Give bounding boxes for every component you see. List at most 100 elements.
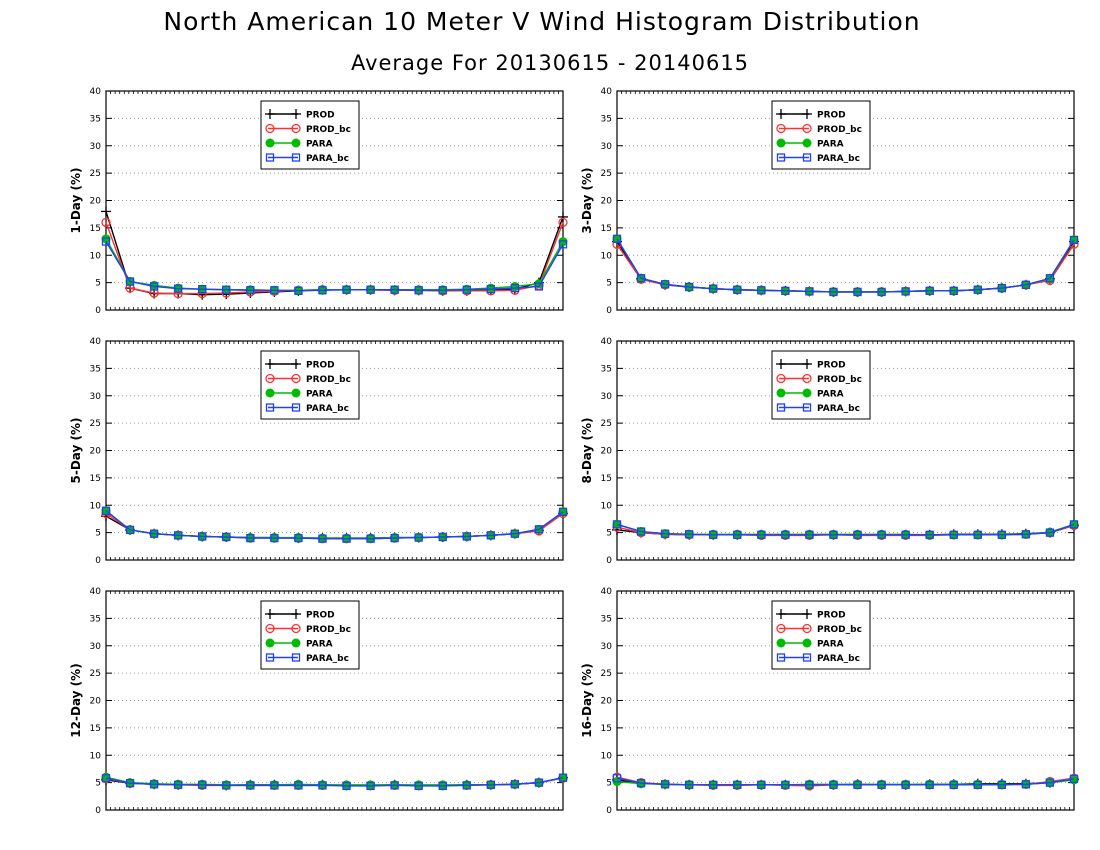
data-point-PARA_bc-4 bbox=[174, 780, 183, 789]
y-tick-label-35: 35 bbox=[601, 114, 612, 124]
legend-marker-right bbox=[291, 403, 301, 412]
data-point-PARA_bc-16 bbox=[973, 285, 982, 294]
data-point-PARA_bc-12 bbox=[877, 780, 886, 789]
legend: PROD PROD_bc PARA PARA_bc bbox=[260, 350, 360, 420]
y-tick-label-25: 25 bbox=[601, 669, 612, 679]
series-PROD_bc bbox=[612, 772, 1079, 791]
data-point-PARA_bc-7 bbox=[757, 286, 766, 295]
legend-marker-right bbox=[291, 638, 301, 648]
data-point-PARA_bc-10 bbox=[829, 530, 838, 539]
legend-marker-right bbox=[802, 153, 812, 162]
legend-label: PROD bbox=[306, 111, 335, 121]
series-PARA_bc bbox=[101, 773, 568, 791]
y-tick-label-0: 0 bbox=[95, 306, 101, 316]
y-tick-label-40: 40 bbox=[90, 337, 102, 347]
legend-label: PARA bbox=[817, 140, 844, 150]
legend-entry-PROD: PROD bbox=[776, 609, 846, 621]
data-point-PARA_bc-2 bbox=[636, 527, 646, 536]
data-point-PARA_bc-8 bbox=[270, 286, 279, 295]
data-point-PARA_bc-17 bbox=[997, 780, 1006, 789]
data-point-PARA_bc-4 bbox=[685, 780, 694, 789]
legend-entry-PARA: PARA bbox=[265, 388, 333, 400]
legend-marker-right bbox=[802, 388, 812, 398]
legend-label: PARA bbox=[306, 390, 333, 400]
data-point-PARA_bc-6 bbox=[222, 532, 231, 542]
y-tick-label-10: 10 bbox=[90, 501, 102, 511]
series-PROD bbox=[612, 520, 1079, 540]
data-point-PARA_bc-18 bbox=[1021, 280, 1031, 289]
data-point-PARA_bc-13 bbox=[901, 530, 910, 539]
chart-panel-1: 0 5 10 15 20 25 30 35 40 1-Day (%) PROD PROD_bc PARA… bbox=[69, 87, 568, 316]
y-tick-label-15: 15 bbox=[90, 724, 101, 734]
data-point-PARA_bc-7 bbox=[757, 780, 766, 789]
data-point-PARA_bc-11 bbox=[342, 534, 351, 543]
y-tick-label-5: 5 bbox=[606, 529, 612, 539]
data-point-PARA_bc-20 bbox=[1069, 235, 1079, 245]
legend-entry-PARA: PARA bbox=[265, 138, 333, 150]
legend-marker-left bbox=[265, 138, 275, 148]
legend-label: PARA_bc bbox=[817, 654, 860, 664]
data-point-PARA_bc-3 bbox=[660, 280, 670, 289]
legend-entry-PROD_bc: PROD_bc bbox=[265, 623, 351, 635]
y-tick-label-30: 30 bbox=[90, 642, 102, 652]
data-point-PARA_bc-9 bbox=[294, 533, 303, 543]
data-point-PARA_bc-18 bbox=[510, 283, 520, 293]
legend-marker-right bbox=[291, 373, 301, 384]
y-tick-label-0: 0 bbox=[95, 806, 101, 816]
data-point-PARA_bc-5 bbox=[198, 532, 207, 541]
data-point-PARA_bc-8 bbox=[270, 533, 279, 543]
legend-label: PARA_bc bbox=[817, 154, 860, 164]
y-tick-label-40: 40 bbox=[90, 587, 102, 597]
data-point-PARA_bc-19 bbox=[1045, 528, 1055, 537]
legend-marker-left bbox=[776, 609, 786, 619]
data-point-PARA_bc-17 bbox=[997, 530, 1006, 539]
data-point-PARA_bc-9 bbox=[805, 287, 814, 296]
legend-entry-PARA_bc: PARA_bc bbox=[265, 653, 349, 664]
data-point-PARA_bc-16 bbox=[973, 780, 982, 789]
data-point-PARA_bc-1 bbox=[101, 774, 111, 783]
plot-frame bbox=[105, 90, 564, 311]
y-tick-label-30: 30 bbox=[601, 392, 613, 402]
data-point-PARA_bc-2 bbox=[125, 277, 135, 286]
legend-entry-PROD_bc: PROD_bc bbox=[776, 123, 862, 135]
legend-marker-right bbox=[291, 388, 301, 398]
data-point-PARA_bc-11 bbox=[853, 780, 862, 789]
y-tick-label-25: 25 bbox=[90, 419, 101, 429]
data-point-PARA_bc-10 bbox=[829, 287, 838, 297]
data-point-PARA_bc-20 bbox=[1069, 520, 1079, 529]
data-point-PARA_bc-16 bbox=[973, 530, 982, 539]
legend-entry-PARA_bc: PARA_bc bbox=[265, 153, 349, 164]
data-point-PARA_bc-3 bbox=[149, 529, 159, 538]
data-point-PROD_bc-20 bbox=[558, 217, 568, 228]
y-tick-label-0: 0 bbox=[606, 306, 612, 316]
series-PROD_bc bbox=[101, 773, 568, 791]
figure-subtitle: Average For 20130615 - 20140615 bbox=[351, 51, 749, 75]
data-point-PARA_bc-3 bbox=[149, 780, 159, 789]
data-point-PARA_bc-10 bbox=[318, 781, 327, 790]
series-line-PARA_bc bbox=[105, 241, 564, 292]
data-point-PARA_bc-9 bbox=[805, 780, 814, 789]
legend-label: PROD_bc bbox=[817, 625, 862, 635]
data-point-PARA_bc-15 bbox=[949, 780, 958, 789]
series-PARA_bc bbox=[612, 234, 1079, 297]
y-tick-label-5: 5 bbox=[606, 279, 612, 289]
legend-marker-right bbox=[802, 123, 812, 134]
legend: PROD PROD_bc PARA PARA_bc bbox=[260, 600, 360, 670]
y-tick-label-40: 40 bbox=[601, 337, 613, 347]
data-point-PROD-20 bbox=[558, 211, 568, 222]
legend-entry-PARA_bc: PARA_bc bbox=[776, 153, 860, 164]
legend-marker-left bbox=[265, 623, 275, 634]
data-point-PROD_bc-1 bbox=[101, 217, 111, 228]
data-point-PARA_bc-6 bbox=[222, 285, 231, 294]
y-tick-label-35: 35 bbox=[601, 614, 612, 624]
data-point-PARA_bc-9 bbox=[805, 530, 814, 539]
y-tick-label-0: 0 bbox=[95, 556, 101, 566]
data-point-PARA_bc-13 bbox=[390, 533, 399, 543]
legend-marker-left bbox=[776, 403, 786, 412]
legend-marker-left bbox=[776, 623, 786, 634]
y-tick-label-15: 15 bbox=[601, 724, 612, 734]
y-tick-label-20: 20 bbox=[90, 197, 102, 207]
y-tick-label-5: 5 bbox=[95, 779, 101, 789]
data-point-PARA_bc-3 bbox=[660, 529, 670, 538]
legend-entry-PROD_bc: PROD_bc bbox=[265, 123, 351, 135]
